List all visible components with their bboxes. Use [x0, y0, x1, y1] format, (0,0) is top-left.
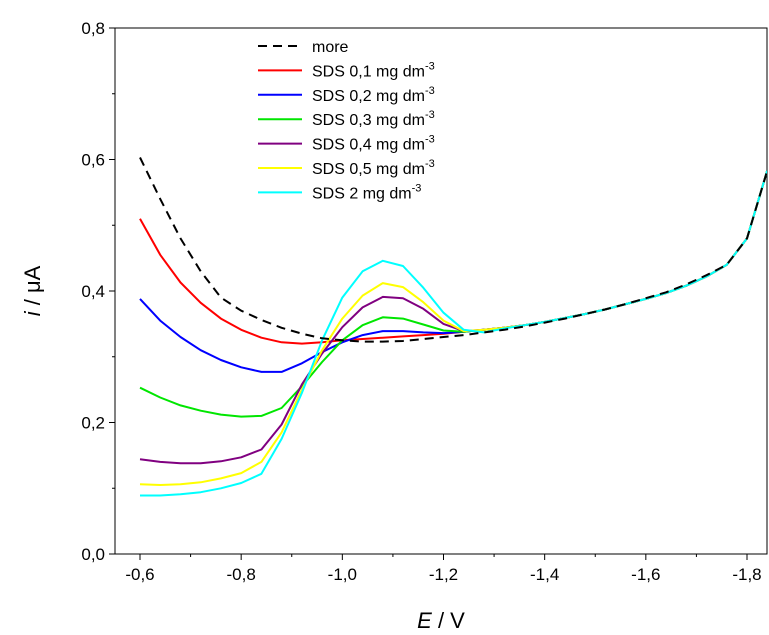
x-tick-label: -1,8 [732, 565, 761, 584]
x-tick-label: -1,6 [631, 565, 660, 584]
legend-label: SDS 0,1 mg dm-3 [312, 60, 435, 80]
legend-label: SDS 0,2 mg dm-3 [312, 85, 435, 105]
y-axis-symbol: i [20, 310, 45, 316]
legend-label-text: SDS 0,1 mg dm [312, 63, 425, 80]
legend-label-superscript: -3 [425, 85, 435, 97]
y-tick-label: 0,4 [81, 282, 105, 301]
legend-label-text: more [312, 39, 349, 56]
y-axis-unit: / μA [20, 265, 45, 311]
legend-label: SDS 0,5 mg dm-3 [312, 158, 435, 178]
series-line-0 [139, 157, 767, 343]
legend-label: more [312, 39, 349, 56]
legend-label-text: SDS 0,2 mg dm [312, 88, 425, 105]
y-tick-label: 0,0 [81, 545, 105, 564]
x-axis-symbol: E [417, 608, 432, 633]
legend-label: SDS 2 mg dm-3 [312, 182, 421, 202]
legend-label-text: SDS 0,4 mg dm [312, 137, 425, 154]
legend-label-superscript: -3 [425, 158, 435, 170]
y-axis-ticks: 0,0 0,2 0,4 0,6 0,8 [81, 19, 115, 564]
series-line-1 [139, 170, 767, 345]
y-tick-label: 0,2 [81, 414, 105, 433]
y-tick-label: 0,6 [81, 151, 105, 170]
x-axis-unit: / V [432, 608, 465, 633]
legend-label-text: SDS 0,5 mg dm [312, 161, 425, 178]
x-tick-label: -0,8 [227, 565, 256, 584]
legend-label-superscript: -3 [425, 109, 435, 121]
x-tick-label: -1,0 [328, 565, 357, 584]
legend-label-text: SDS 2 mg dm [312, 185, 412, 202]
x-tick-label: -1,2 [429, 565, 458, 584]
legend-label: SDS 0,4 mg dm-3 [312, 134, 435, 154]
x-tick-label: -0,6 [125, 565, 154, 584]
y-axis-title: i / μA [20, 265, 45, 316]
x-axis-title: E / V [417, 608, 465, 633]
legend-label-text: SDS 0,3 mg dm [312, 112, 425, 129]
legend-label: SDS 0,3 mg dm-3 [312, 109, 435, 129]
legend-label-superscript: -3 [425, 134, 435, 146]
series-layer [139, 157, 767, 497]
series-line-4 [139, 170, 767, 465]
series-line-2 [139, 170, 767, 373]
x-axis-ticks: -0,6 -0,8 -1,0 -1,2 -1,4 -1,6 -1,8 [125, 554, 762, 584]
legend-label-superscript: -3 [425, 60, 435, 72]
series-line-3 [139, 170, 767, 418]
x-tick-label: -1,4 [530, 565, 559, 584]
y-tick-label: 0,8 [81, 19, 105, 38]
legend-label-superscript: -3 [412, 182, 422, 194]
